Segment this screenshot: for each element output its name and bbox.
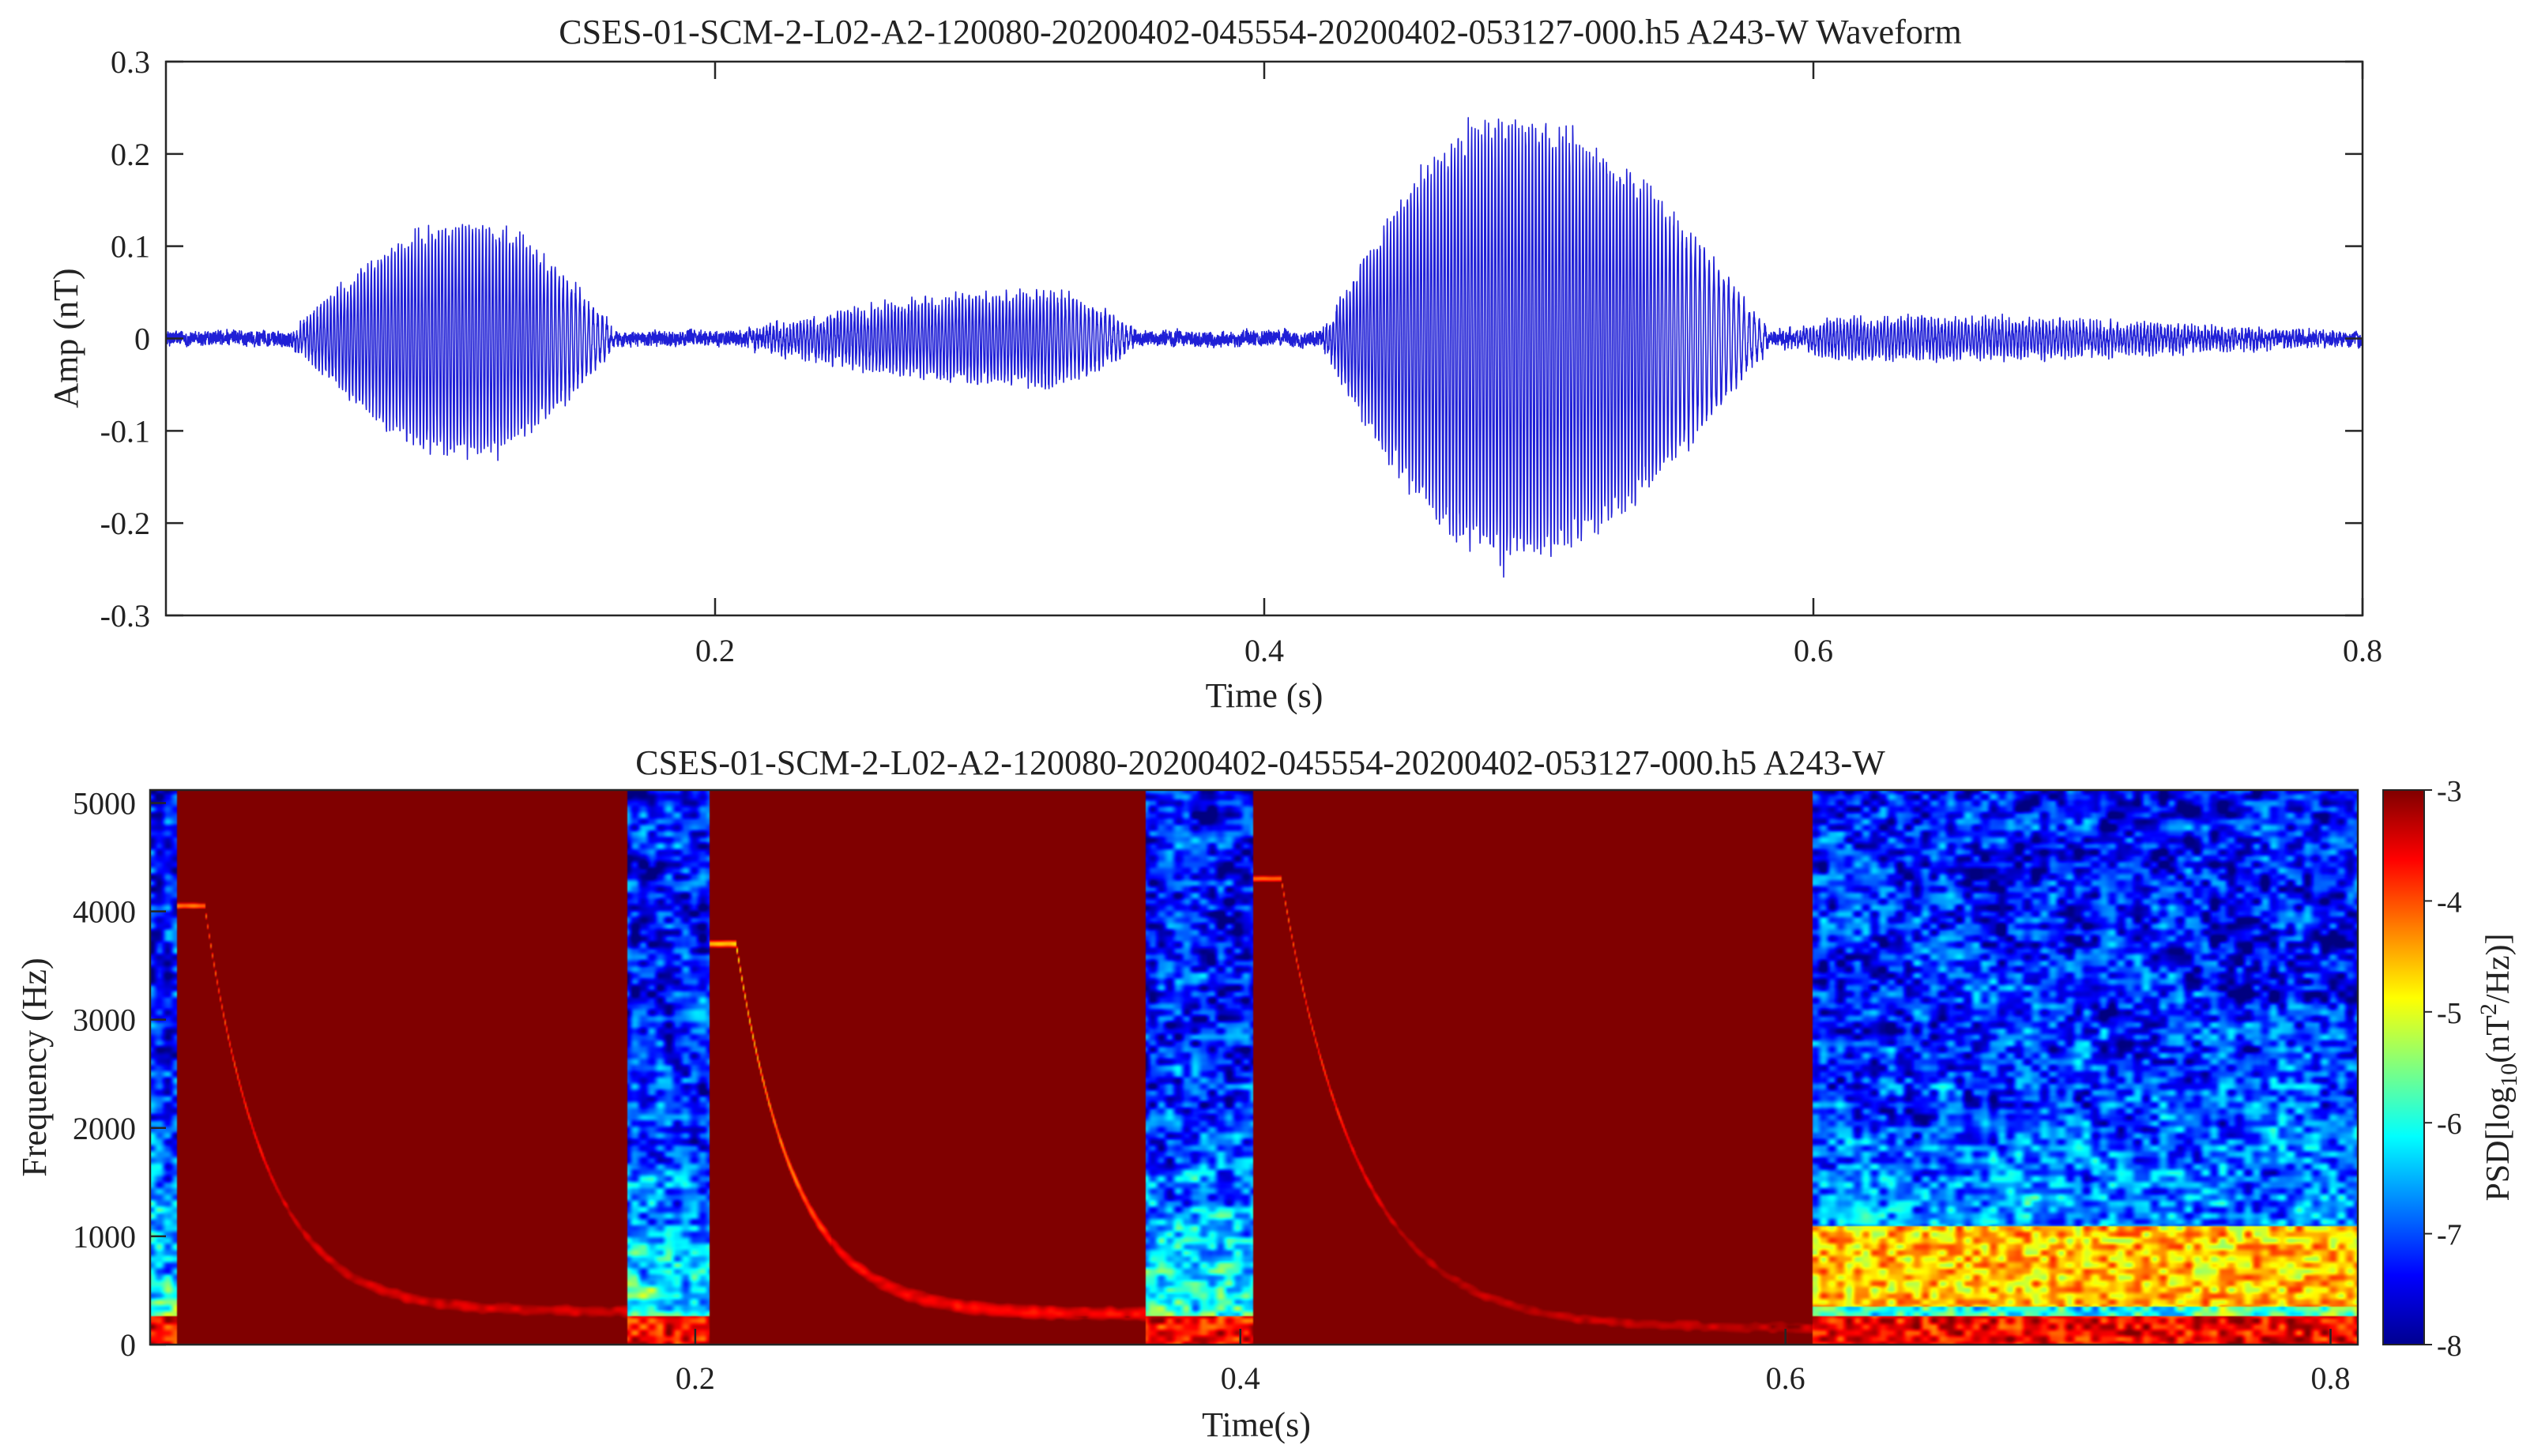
waveform-y-tick-label: 0.1: [111, 229, 150, 265]
waveform-y-tick-label: -0.3: [100, 598, 150, 634]
waveform-y-tick-label: 0: [134, 322, 150, 357]
spectrogram-title: CSES-01-SCM-2-L02-A2-120080-20200402-045…: [635, 743, 1885, 782]
spectrogram-x-tick-label: 0.6: [1766, 1360, 1805, 1396]
waveform-line: [166, 117, 2363, 578]
colorbar-tick-label: -4: [2437, 886, 2462, 919]
waveform-y-tick-label: 0.3: [111, 44, 150, 80]
spectrogram-heatmap: [150, 790, 2358, 1345]
spectrogram-y-tick-label: 0: [120, 1327, 136, 1363]
colorbar-tick-label: -5: [2437, 997, 2462, 1030]
colorbar-tick-label: -3: [2437, 775, 2462, 808]
spectrogram-y-tick-label: 4000: [73, 894, 136, 930]
colorbar-label-prefix: PSD[log: [2480, 1087, 2517, 1202]
spectrogram-y-label: Frequency (Hz): [15, 957, 54, 1176]
spectrogram-x-tick-label: 0.8: [2311, 1360, 2351, 1396]
colorbar-label-suffix: /Hz)]: [2480, 934, 2517, 1004]
colorbar-label-sub: 10: [2496, 1063, 2522, 1087]
spectrogram-x-ticks: 0.2 0.4 0.6 0.8: [676, 1329, 2351, 1396]
spectrogram-y-tick-label: 5000: [73, 785, 136, 821]
waveform-y-tick-label: -0.2: [100, 506, 150, 541]
waveform-x-tick-label: 0.6: [1794, 633, 1833, 668]
spectrogram-chart: CSES-01-SCM-2-L02-A2-120080-20200402-045…: [15, 743, 2522, 1444]
waveform-y-tick-label: -0.1: [100, 413, 150, 449]
colorbar-tick-label: -8: [2437, 1330, 2462, 1363]
waveform-x-label: Time (s): [1206, 676, 1323, 715]
spectrogram-y-ticks: 0 1000 2000 3000 4000 5000: [73, 785, 166, 1363]
colorbar: -3 -4 -5 -6 -7 -8 PSD[log10(nT2/Hz)]: [2382, 775, 2522, 1363]
spectrogram-axes-box: [149, 788, 2359, 1346]
waveform-x-ticks: 0.2 0.4 0.6 0.8: [695, 62, 2382, 668]
spectrogram-y-tick-label: 3000: [73, 1003, 136, 1038]
colorbar-label-mid: (nT: [2480, 1015, 2517, 1063]
waveform-x-tick-label: 0.8: [2343, 633, 2382, 668]
waveform-x-tick-label: 0.4: [1244, 633, 1284, 668]
waveform-y-tick-label: 0.2: [111, 137, 150, 172]
spectrogram-x-tick-label: 0.4: [1221, 1360, 1260, 1396]
colorbar-label-sup: 2: [2476, 1003, 2502, 1015]
spectrogram-y-tick-label: 2000: [73, 1111, 136, 1146]
colorbar-tick-label: -6: [2437, 1108, 2462, 1141]
spectrogram-x-tick-label: 0.2: [676, 1360, 715, 1396]
waveform-y-label: Amp (nT): [47, 268, 85, 408]
colorbar-tick-label: -7: [2437, 1219, 2462, 1252]
spectrogram-plot-area: [149, 788, 2359, 1346]
waveform-x-tick-label: 0.2: [695, 633, 735, 668]
colorbar-label: PSD[log10(nT2/Hz)]: [2476, 934, 2522, 1202]
spectrogram-x-label: Time(s): [1202, 1405, 1311, 1444]
waveform-chart: CSES-01-SCM-2-L02-A2-120080-20200402-045…: [47, 13, 2382, 715]
colorbar-gradient: [2382, 789, 2425, 1345]
waveform-y-ticks: 0.3 0.2 0.1 0 -0.1 -0.2 -0.3: [100, 44, 2363, 634]
waveform-title: CSES-01-SCM-2-L02-A2-120080-20200402-045…: [559, 13, 1961, 51]
colorbar-ticks: -3 -4 -5 -6 -7 -8: [2424, 775, 2462, 1363]
spectrogram-y-tick-label: 1000: [73, 1219, 136, 1255]
